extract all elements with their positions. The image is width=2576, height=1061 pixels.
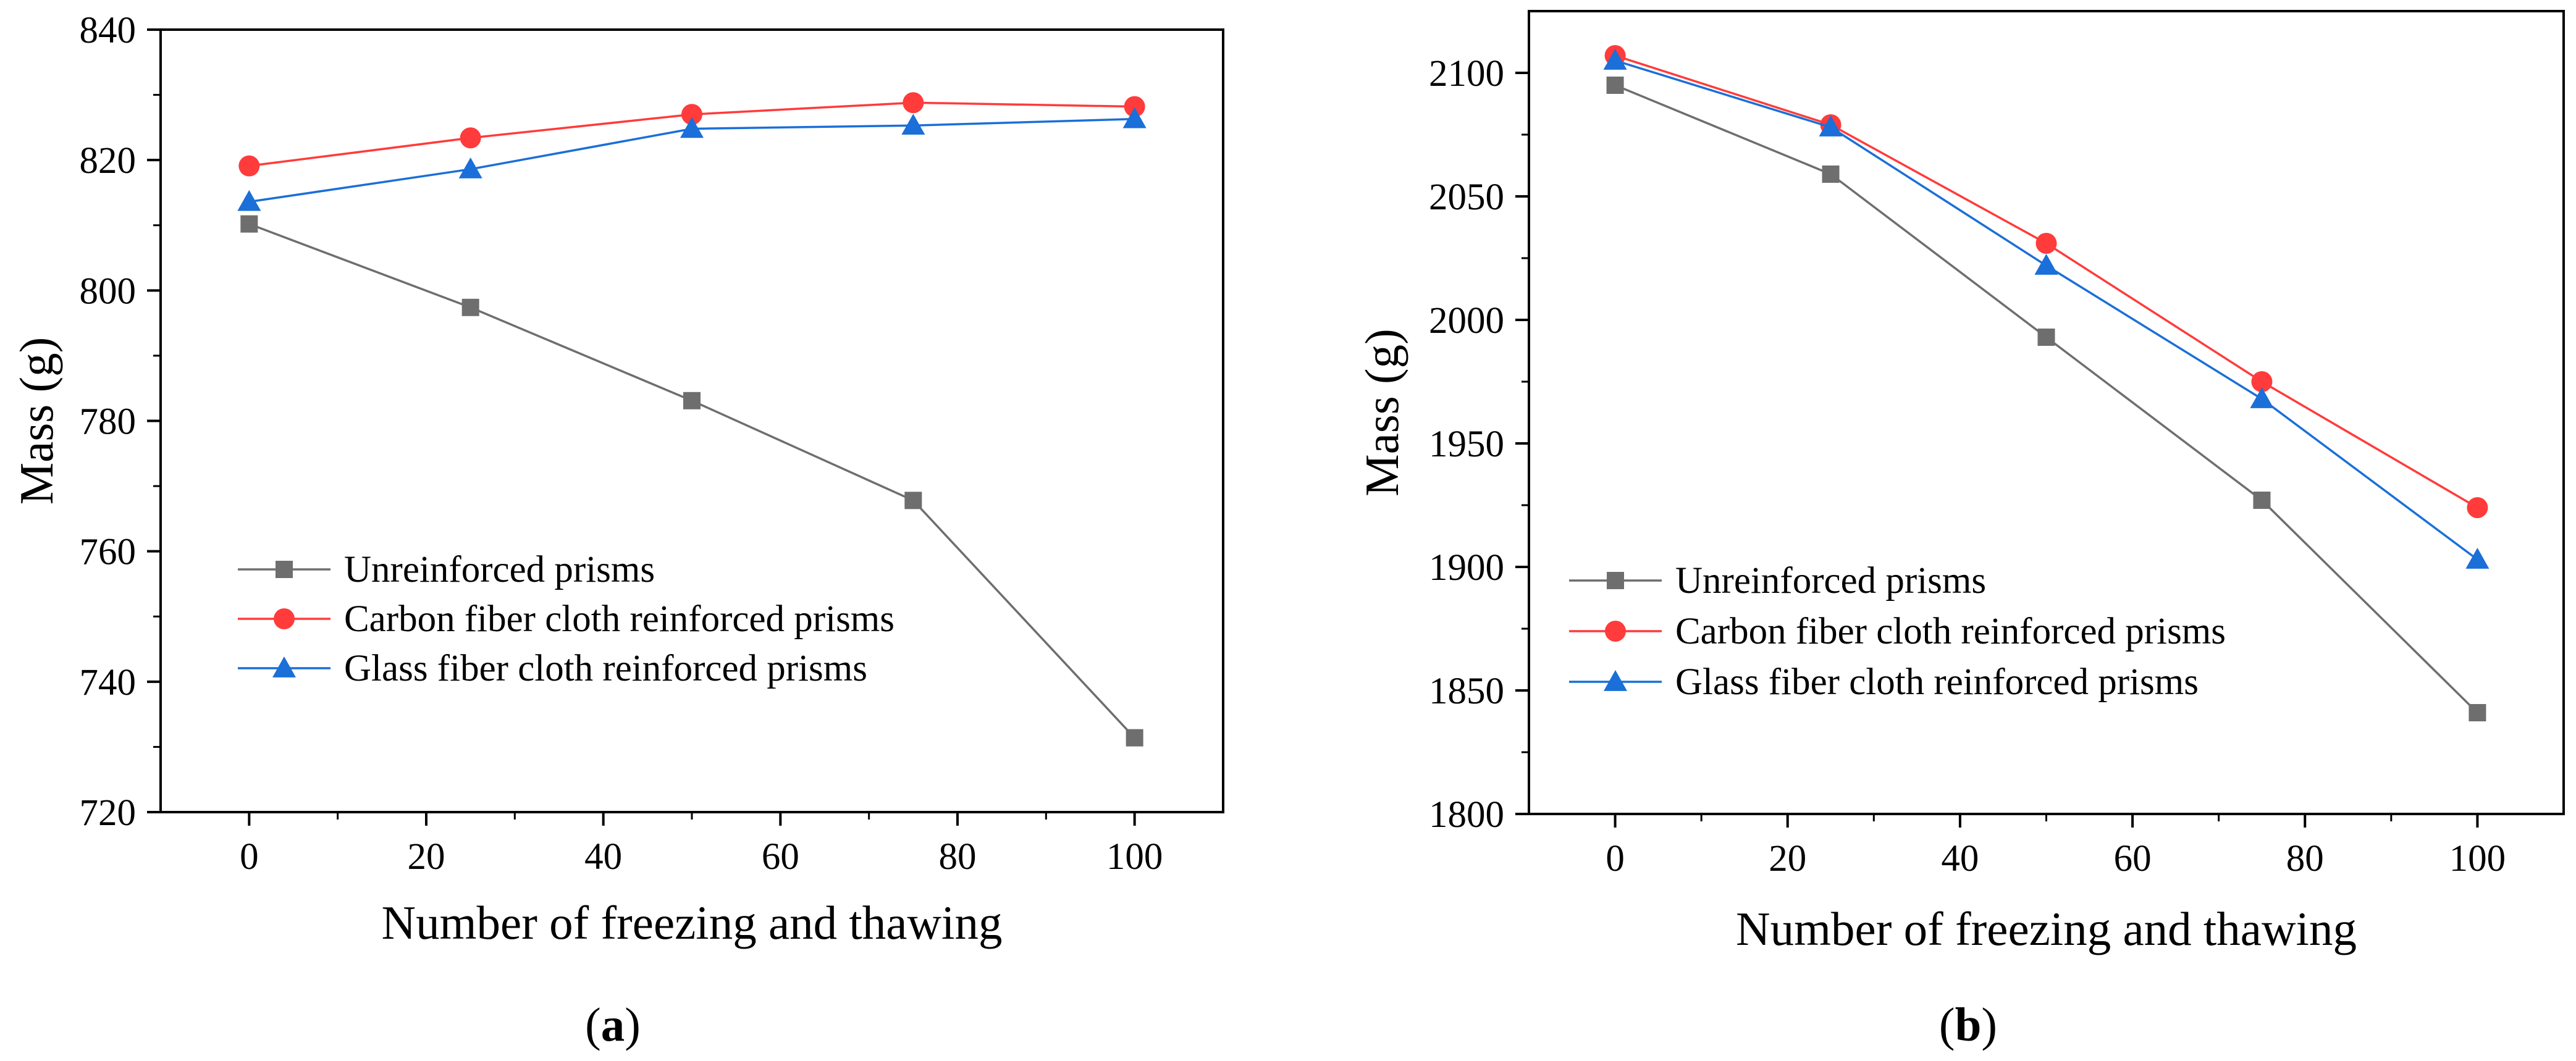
data-point (2037, 329, 2055, 346)
x-axis-title: Number of freezing and thawing (382, 896, 1003, 949)
legend-marker (1607, 572, 1624, 589)
data-point (2035, 233, 2057, 254)
chart-panel-b: 0 20 40 60 80 100 1800 1850 1900 1950 2000 2050 2100… (1355, 10, 2565, 955)
y-tick-label: 2100 (1429, 53, 1504, 94)
data-point (2250, 387, 2274, 408)
legend-marker (272, 656, 296, 677)
data-point (680, 117, 704, 138)
x-tick-label: 100 (2449, 838, 2506, 879)
x-tick-label: 60 (762, 836, 799, 878)
data-point (458, 157, 482, 178)
y-tick-label: 760 (80, 532, 137, 573)
data-point (1122, 107, 1147, 128)
y-tick-label: 740 (80, 662, 137, 703)
legend-marker (1604, 670, 1627, 691)
y-tick-label: 1850 (1429, 671, 1504, 712)
data-point (2251, 371, 2273, 392)
y-tick-label: 2050 (1429, 177, 1504, 218)
y-tick-label: 2000 (1429, 300, 1504, 342)
legend-label: Carbon fiber cloth reinforced prisms (1675, 611, 2226, 652)
data-point (2253, 492, 2271, 509)
y-tick-label: 820 (80, 140, 137, 182)
y-axis-title: Mass (g) (1355, 329, 1408, 497)
x-tick-label: 100 (1106, 836, 1163, 878)
caption-a: (a) (585, 998, 641, 1051)
data-point (237, 190, 261, 211)
data-point (461, 298, 479, 316)
legend-label: Unreinforced prisms (1675, 560, 1986, 602)
x-tick-label: 80 (2286, 838, 2324, 879)
legend-label: Carbon fiber cloth reinforced prisms (344, 598, 894, 640)
caption-b: (b) (1939, 998, 1997, 1051)
legend-label: Glass fiber cloth reinforced prisms (344, 648, 867, 689)
legend-marker (274, 608, 295, 629)
data-point (1126, 729, 1143, 747)
data-point (681, 104, 702, 125)
x-tick-label: 0 (240, 836, 259, 878)
y-tick-label: 1800 (1429, 794, 1504, 836)
x-tick-label: 80 (939, 836, 977, 878)
data-point (2469, 704, 2486, 721)
data-point (240, 215, 258, 233)
data-point (460, 127, 481, 149)
legend-marker (276, 561, 293, 578)
data-point (238, 155, 260, 177)
data-point (683, 392, 701, 409)
data-point (1819, 115, 1843, 136)
data-point (1124, 96, 1145, 117)
data-point (904, 492, 922, 510)
x-tick-label: 40 (584, 836, 622, 878)
data-point (2034, 254, 2058, 275)
legend-marker (1605, 621, 1626, 642)
data-point (2467, 497, 2488, 518)
x-tick-label: 0 (1606, 838, 1625, 879)
x-tick-label: 20 (1769, 838, 1806, 879)
y-tick-label: 720 (80, 792, 137, 834)
y-tick-label: 800 (80, 270, 137, 312)
x-tick-label: 40 (1941, 838, 1979, 879)
x-tick-label: 60 (2114, 838, 2152, 879)
data-point (1606, 77, 1624, 94)
x-axis-title: Number of freezing and thawing (1736, 902, 2357, 955)
legend-label: Unreinforced prisms (344, 549, 655, 590)
data-point (1603, 49, 1627, 70)
legend-label: Glass fiber cloth reinforced prisms (1675, 661, 2199, 703)
y-axis-title: Mass (g) (10, 337, 63, 505)
data-point (2465, 548, 2490, 569)
chart-panel-a: 0 20 40 60 80 100 720 740 760 780 800 820 840 Number … (10, 10, 1224, 949)
data-point (903, 92, 924, 114)
y-tick-label: 1950 (1429, 424, 1504, 465)
y-tick-label: 1900 (1429, 547, 1504, 589)
data-point (901, 114, 925, 135)
y-tick-label: 840 (80, 10, 137, 51)
data-point (1822, 166, 1840, 183)
y-tick-label: 780 (80, 401, 137, 443)
x-tick-label: 20 (408, 836, 445, 878)
